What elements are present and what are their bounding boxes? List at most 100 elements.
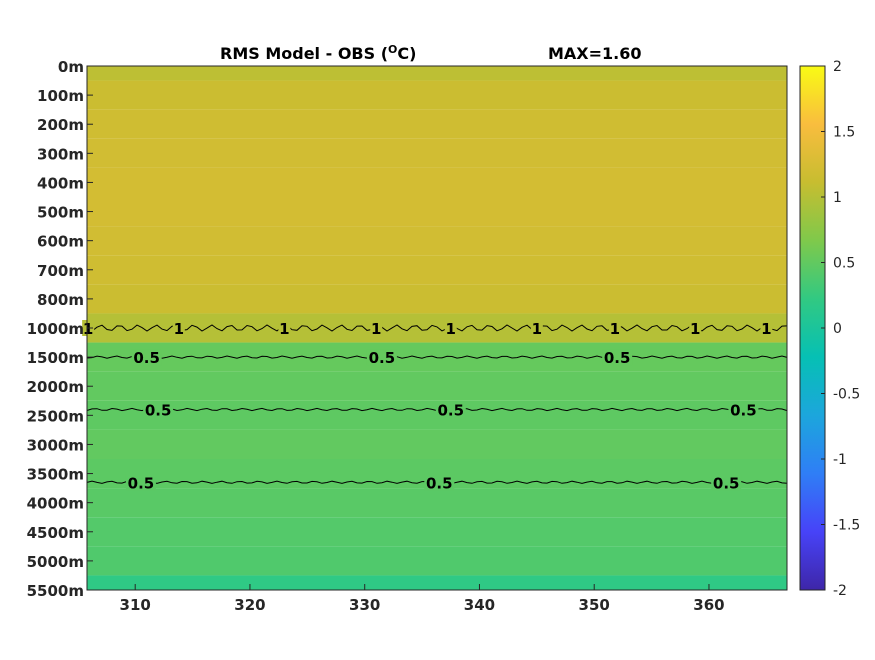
heatmap-field bbox=[87, 66, 787, 590]
contour-label-bg bbox=[370, 320, 383, 336]
y-tick-label: 2000m bbox=[27, 378, 84, 396]
y-tick-label: 0m bbox=[58, 58, 84, 76]
heatmap-row bbox=[87, 197, 787, 227]
contour-label-bg bbox=[366, 349, 397, 366]
y-tick-label: 5000m bbox=[27, 553, 84, 571]
contour-label: 0.5 bbox=[369, 349, 396, 367]
contour-label-bg bbox=[728, 401, 759, 418]
contour-label-bg bbox=[172, 320, 185, 336]
x-tick-label: 340 bbox=[464, 596, 495, 614]
heatmap-row bbox=[87, 488, 787, 518]
x-axis: 310 320 330 340 350 360 bbox=[120, 584, 725, 614]
contour-label: 0.5 bbox=[133, 349, 160, 367]
colorbar-tick-label: -1 bbox=[833, 452, 847, 468]
heatmap-row bbox=[87, 429, 787, 459]
contour-label: 1 bbox=[371, 320, 381, 338]
contour-label-bg bbox=[125, 474, 156, 491]
contour-label-bg bbox=[689, 320, 702, 336]
x-tick-label: 350 bbox=[579, 596, 610, 614]
heatmap-row bbox=[87, 66, 787, 81]
y-tick-label: 200m bbox=[37, 116, 84, 134]
contour-label: 0.5 bbox=[713, 474, 740, 492]
contour-label: 1 bbox=[174, 320, 184, 338]
contour-label: 1 bbox=[532, 320, 542, 338]
y-tick-label: 3500m bbox=[27, 466, 84, 484]
colorbar: 2 1.5 1 0.5 0 -0.5 -1 -1.5 -2 bbox=[799, 59, 860, 599]
contour-label: 1 bbox=[690, 320, 700, 338]
contour-label: 0.5 bbox=[128, 474, 155, 492]
contour-label: 1 bbox=[279, 320, 289, 338]
y-tick-label: 1500m bbox=[27, 349, 84, 367]
contour-label-bg bbox=[131, 349, 162, 366]
contour-label: 1 bbox=[610, 320, 620, 338]
heatmap-row bbox=[87, 255, 787, 285]
contour-label-bg bbox=[424, 474, 455, 491]
y-tick-label: 500m bbox=[37, 204, 84, 222]
contour-label-bg bbox=[444, 320, 457, 336]
y-tick-label: 300m bbox=[37, 145, 84, 163]
title-unit-tail: C) bbox=[397, 44, 416, 63]
heatmap-row bbox=[87, 575, 787, 590]
heatmap-row bbox=[87, 342, 787, 372]
heatmap-row bbox=[87, 109, 787, 139]
colorbar-tick-label: 1 bbox=[833, 190, 842, 206]
y-tick-label: 5500m bbox=[27, 582, 84, 600]
y-tick-label: 600m bbox=[37, 233, 84, 251]
contour-label-bg bbox=[711, 474, 742, 491]
contour-label: 0.5 bbox=[604, 349, 631, 367]
x-tick-label: 310 bbox=[120, 596, 151, 614]
y-axis: 0m100m200m300m400m500m600m700m800m1000m1… bbox=[27, 58, 93, 600]
colorbar-tick-label: -0.5 bbox=[833, 387, 860, 403]
contour-label-bg bbox=[278, 320, 291, 336]
colorbar-tick-label: 1.5 bbox=[833, 125, 855, 141]
contour-label: 0.5 bbox=[730, 402, 757, 420]
contour-label-bg bbox=[608, 320, 621, 336]
contour-label: 0.5 bbox=[145, 402, 172, 420]
heatmap-row bbox=[87, 517, 787, 547]
y-tick-label: 4000m bbox=[27, 495, 84, 513]
chart-title: RMS Model - OBS (OC) MAX=1.60 bbox=[220, 43, 642, 63]
contour-lines: 1 1 1 1 1 1 1 1 1 0.5 0.5 0.5 0.5 0.5 0.5 0.5 0.5 0.5 bbox=[82, 320, 788, 492]
colorbar-tick-label: 0 bbox=[833, 321, 842, 337]
colorbar-tick-label: 2 bbox=[833, 59, 842, 75]
heatmap-row bbox=[87, 371, 787, 401]
y-tick-label: 700m bbox=[37, 262, 84, 280]
colorbar-tick-label: -1.5 bbox=[833, 518, 860, 534]
contour-label-bg bbox=[760, 320, 773, 336]
contour-label: 0.5 bbox=[426, 474, 453, 492]
contour-label-bg bbox=[143, 401, 174, 418]
heatmap-row bbox=[87, 138, 787, 168]
y-tick-label: 2500m bbox=[27, 407, 84, 425]
contour-label: 1 bbox=[83, 320, 93, 338]
colorbar-tick-label: -2 bbox=[833, 583, 847, 599]
heatmap-row bbox=[87, 284, 787, 314]
heatmap-row bbox=[87, 313, 787, 343]
contour-label: 1 bbox=[446, 320, 456, 338]
contour-label: 0.5 bbox=[437, 402, 464, 420]
contour-label-bg bbox=[602, 349, 633, 366]
contour-label: 1 bbox=[761, 320, 771, 338]
y-tick-label: 3000m bbox=[27, 436, 84, 454]
colorbar-gradient bbox=[799, 65, 826, 591]
svg-text:RMS Model - OBS (OC): RMS Model - OBS (OC) bbox=[220, 43, 416, 63]
heatmap-row bbox=[87, 167, 787, 197]
heatmap-row bbox=[87, 546, 787, 576]
colorbar-tick-label: 0.5 bbox=[833, 256, 855, 272]
contour-label-bg bbox=[530, 320, 543, 336]
heatmap-row bbox=[87, 80, 787, 110]
max-label: MAX=1.60 bbox=[548, 44, 642, 63]
title-unit-sup: O bbox=[388, 43, 397, 56]
heatmap-row bbox=[87, 226, 787, 256]
y-tick-label: 4500m bbox=[27, 524, 84, 542]
x-tick-label: 360 bbox=[693, 596, 724, 614]
contour-label-bg bbox=[435, 401, 466, 418]
y-tick-label: 400m bbox=[37, 174, 84, 192]
x-tick-label: 320 bbox=[234, 596, 265, 614]
x-tick-label: 330 bbox=[349, 596, 380, 614]
contour-line bbox=[86, 355, 788, 359]
contour-line bbox=[86, 324, 788, 332]
y-tick-label: 100m bbox=[37, 87, 84, 105]
y-tick-label: 800m bbox=[37, 291, 84, 309]
